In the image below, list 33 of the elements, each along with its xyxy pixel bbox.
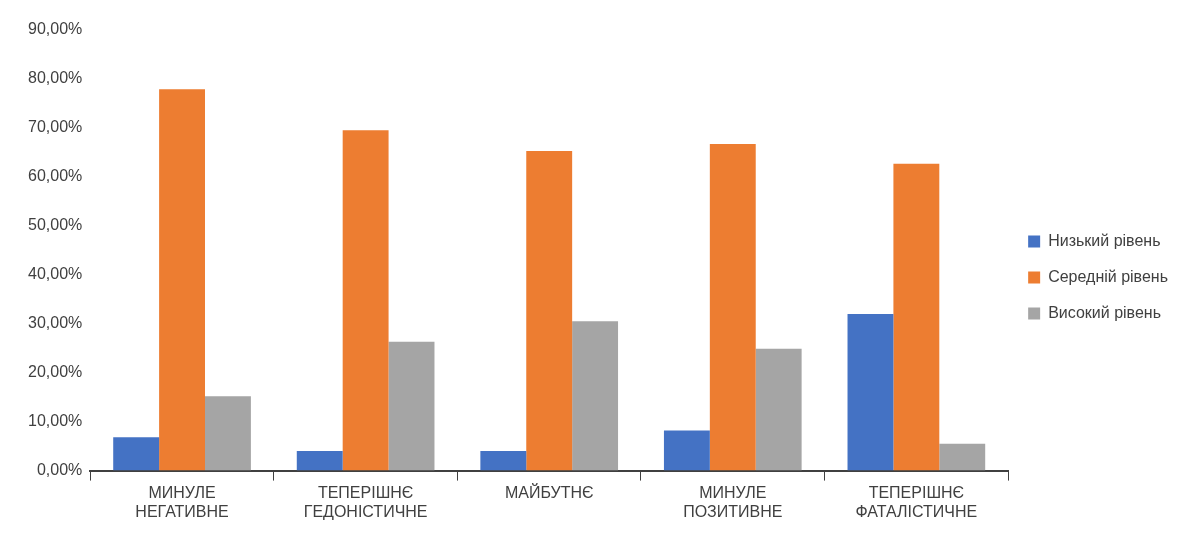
bar (342, 130, 389, 471)
bar (939, 443, 986, 471)
legend-label: Середній рівень (1048, 267, 1169, 285)
bar (893, 163, 940, 471)
bar (572, 321, 619, 471)
y-tick-label: 80,00% (28, 69, 83, 87)
x-tick-label: ТЕПЕРІШНЄ ГЕДОНІСТИЧНЕ (303, 483, 428, 520)
y-tick-label: 0,00% (36, 461, 83, 479)
x-tick-label: ТЕПЕРІШНЄ ФАТАЛІСТИЧНЕ (855, 483, 978, 520)
bar (159, 89, 205, 471)
y-tick-label: 20,00% (28, 363, 83, 381)
bar (709, 144, 756, 471)
y-tick-label: 30,00% (28, 314, 83, 332)
x-tick-label: МИНУЛЕ ПОЗИТИВНЕ (683, 483, 783, 520)
y-tick-label: 90,00% (28, 20, 83, 38)
bar (663, 430, 710, 471)
x-tick-label: МИНУЛЕ НЕГАТИВНЕ (135, 483, 229, 520)
bar (480, 451, 527, 471)
bar (205, 396, 251, 471)
legend-label: Високий рівень (1048, 303, 1162, 321)
bar (526, 150, 573, 471)
x-tick-label: МАЙБУТНЄ (504, 482, 594, 501)
bar (755, 348, 802, 471)
y-tick-label: 10,00% (28, 412, 83, 430)
bar (388, 341, 435, 471)
y-tick-label: 70,00% (28, 118, 83, 136)
y-tick-label: 50,00% (28, 216, 83, 234)
bar (113, 437, 160, 471)
bar (296, 451, 343, 471)
bar (847, 313, 894, 471)
y-tick-label: 40,00% (28, 265, 83, 283)
y-tick-label: 60,00% (28, 167, 83, 185)
legend-label: Низький рівень (1048, 231, 1161, 249)
